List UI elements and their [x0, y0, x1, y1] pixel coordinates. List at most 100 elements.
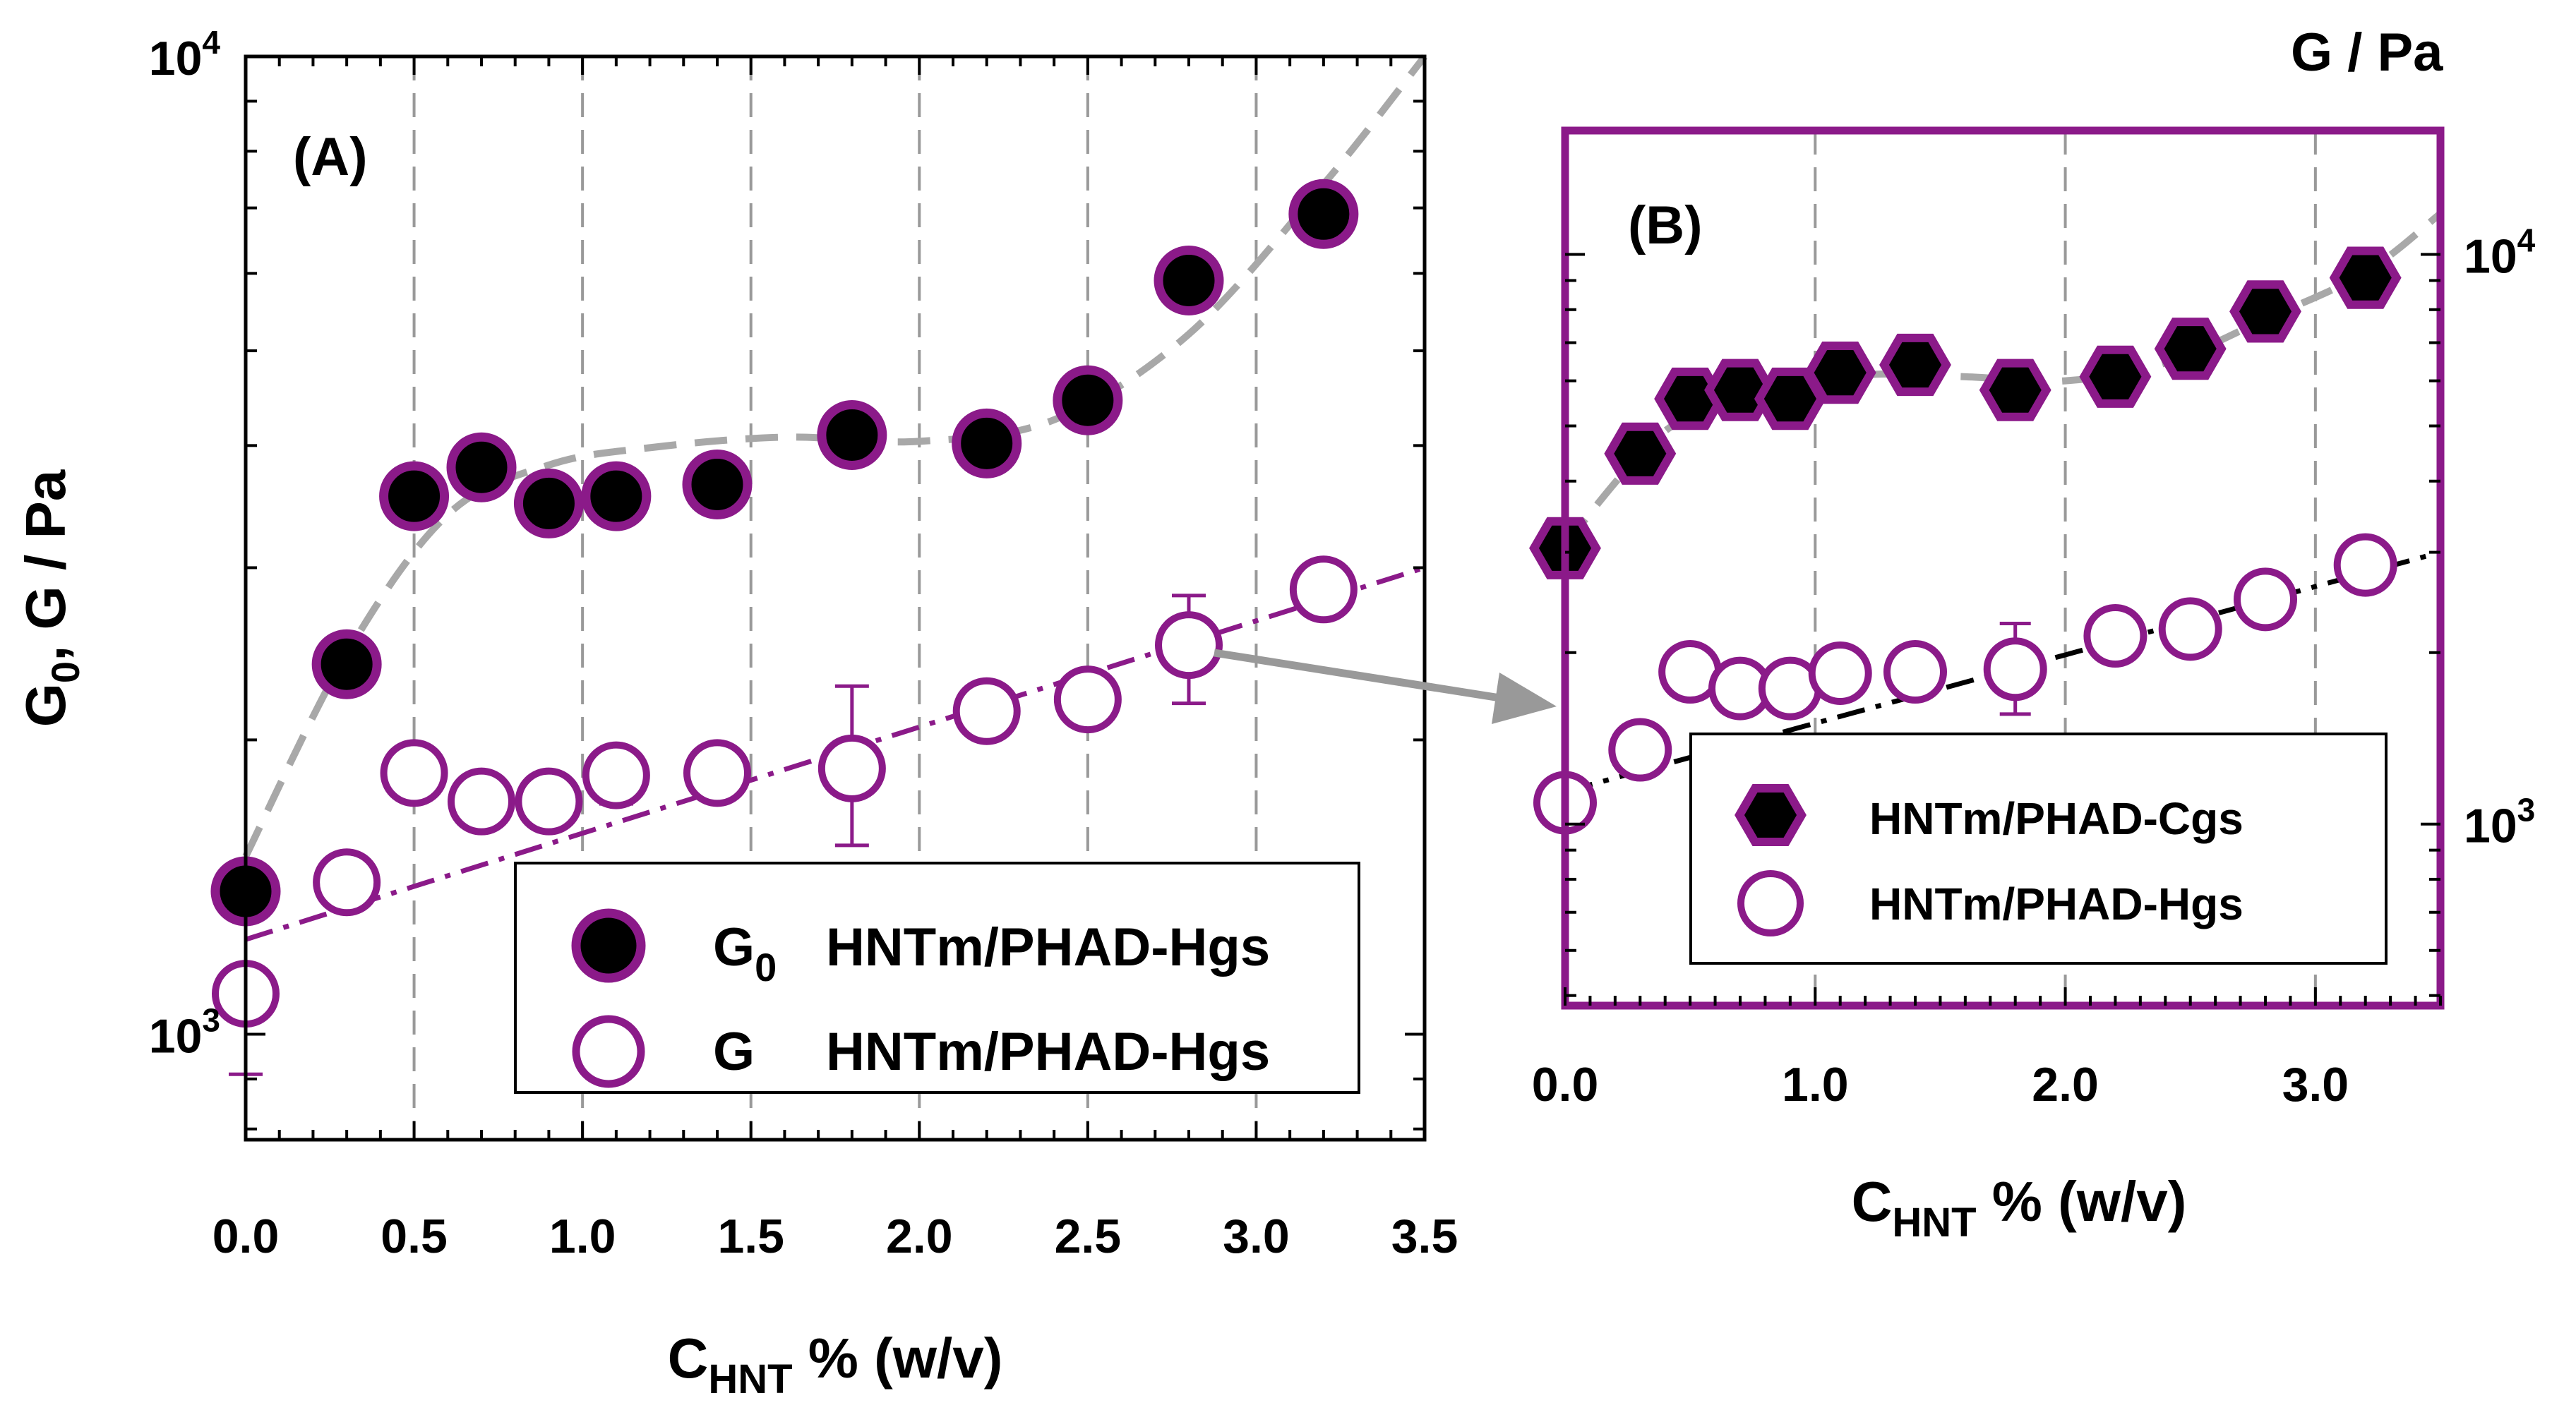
data-point-g0-5: [581, 461, 652, 531]
panel-a-x-axis-label: CHNT % (w/v): [668, 1327, 1003, 1402]
fit-curve-cgs: [1562, 210, 2443, 547]
data-point-cgs-8: [2079, 345, 2152, 408]
x-tick-label: 0.5: [381, 1210, 448, 1263]
panel-b-data-points: [1529, 246, 2402, 835]
y-label-main: G: [14, 683, 77, 727]
data-point-cgs-5: [1804, 342, 1876, 404]
panel-b-plot-frame: [1561, 126, 2445, 1010]
data-point-g-7: [817, 734, 886, 802]
y-tick-label: 103: [149, 1001, 220, 1063]
data-point-g-11: [1289, 555, 1358, 624]
x-tick-label: 3.5: [1391, 1210, 1458, 1263]
data-point-cgs-2: [1654, 367, 1727, 430]
panel-b-y-tick-labels: 103 104: [2464, 222, 2536, 853]
x-label-tail: % (w/v): [1977, 1170, 2187, 1233]
legend-open-circle-marker: [572, 1015, 645, 1088]
y-label-tail: , G / Pa: [14, 469, 77, 661]
data-point-g-10: [1155, 611, 1223, 680]
panel-b-label: (B): [1628, 195, 1703, 255]
x-tick-label: 1.0: [549, 1210, 616, 1263]
legend-a-item-2-label: HNTm/PHAD-Hgs: [826, 1022, 1270, 1082]
data-point-hgs-10: [2234, 567, 2297, 632]
fit-curve-g0: [242, 54, 1427, 858]
data-point-cgs-1: [1604, 422, 1677, 485]
panel-b-tick-marks: [1564, 253, 2442, 1006]
data-point-cgs-7: [1979, 358, 2051, 421]
panel-b-fit-curves: [1562, 210, 2443, 795]
x-label-sub: HNT: [1892, 1200, 1976, 1246]
fit-line-g: [244, 565, 1426, 942]
x-tick-label: 3.0: [1223, 1210, 1290, 1263]
panel-b-x-axis-label: CHNT % (w/v): [1852, 1170, 2187, 1246]
x-tick-label-b: 1.0: [1782, 1058, 1849, 1111]
data-point-hgs-9: [2158, 597, 2222, 661]
data-point-g-2: [380, 739, 448, 807]
data-point-g0-8: [952, 408, 1022, 478]
data-point-g0-1: [311, 629, 382, 699]
x-tick-label: 0.0: [212, 1210, 280, 1263]
y-tick-label-b: 104: [2464, 222, 2536, 284]
data-point-cgs-3: [1704, 358, 1776, 421]
data-point-hgs-7: [1983, 637, 2047, 701]
y-tick-label: 104: [149, 24, 221, 85]
x-label-sub: HNT: [708, 1356, 792, 1402]
legend-a-item-1-label: HNTm/PHAD-Hgs: [826, 917, 1270, 977]
data-point-hgs-5: [1808, 641, 1872, 705]
legend-b-item-1-label: HNTm/PHAD-Cgs: [1869, 793, 2243, 844]
data-point-g0-2: [379, 461, 450, 531]
panel-b-axis-title: G / Pa: [2291, 23, 2443, 83]
x-label-tail: % (w/v): [793, 1327, 1003, 1390]
panel-a-legend-box: [514, 862, 1360, 1094]
data-point-cgs-6: [1879, 333, 1951, 397]
panel-a-y-axis-label: G0, G / Pa: [14, 469, 88, 727]
data-point-g-8: [952, 677, 1021, 745]
x-tick-label-b: 2.0: [2032, 1058, 2099, 1111]
x-label-main: C: [668, 1327, 709, 1390]
data-point-hgs-11: [2333, 533, 2397, 597]
data-point-hgs-1: [1608, 718, 1672, 782]
x-tick-label-b: 3.0: [2282, 1058, 2349, 1111]
data-point-g-1: [313, 848, 381, 917]
data-point-g-4: [515, 767, 583, 836]
data-point-g0-3: [446, 432, 517, 502]
panel-a-data-points: [210, 179, 1359, 1028]
legend-a-item-1-symbol: G0: [713, 917, 777, 989]
legend-open-circle-marker: [1737, 870, 1804, 936]
legend-filled-circle-marker: [571, 908, 646, 983]
panel-a-fit-curves: [242, 54, 1427, 942]
y-label-sub: 0: [43, 661, 88, 683]
data-point-g0-10: [1154, 245, 1224, 315]
legend-b-item-2-label: HNTm/PHAD-Hgs: [1869, 879, 2243, 929]
data-point-cgs-10: [2229, 280, 2301, 343]
panel-b-legend: HNTm/PHAD-Cgs HNTm/PHAD-Hgs: [1689, 733, 2388, 965]
x-tick-label: 2.5: [1055, 1210, 1122, 1263]
data-point-g0-11: [1288, 179, 1359, 249]
panel-b: 0.0 1.0 2.0 3.0 103 104 (B) G / Pa CHNT % (w…: [1529, 23, 2536, 1246]
x-tick-label-b: 0.0: [1532, 1058, 1599, 1111]
legend-a-item-2-symbol: G: [713, 1022, 755, 1082]
data-point-g0-9: [1053, 365, 1123, 435]
x-tick-label: 1.5: [717, 1210, 784, 1263]
data-point-g-9: [1053, 665, 1122, 734]
panel-a-label: (A): [293, 127, 368, 187]
connector-arrow: [1214, 649, 1557, 724]
x-label-main: C: [1852, 1170, 1893, 1233]
data-point-g-6: [683, 739, 751, 807]
data-point-hgs-8: [2083, 604, 2147, 668]
data-point-g0-6: [682, 449, 753, 519]
data-point-g0-7: [817, 399, 887, 470]
panel-a-tick-marks: [244, 55, 1426, 1140]
panel-b-legend-box: [1689, 733, 2388, 965]
data-point-hgs-6: [1883, 640, 1947, 704]
panel-a-plot-frame: [244, 54, 1427, 1142]
y-tick-label-b: 103: [2464, 792, 2535, 853]
arrow-head: [1492, 673, 1557, 724]
panel-a-y-tick-labels: 103 104: [149, 24, 221, 1063]
panel-b-x-tick-labels: 0.0 1.0 2.0 3.0: [1532, 1058, 2349, 1111]
panel-a-x-tick-labels: 0.0 0.5 1.0 1.5 2.0 2.5 3.0 3.5: [212, 1210, 1458, 1263]
data-point-cgs-9: [2154, 318, 2227, 380]
panel-a-legend: G0 HNTm/PHAD-Hgs G HNTm/PHAD-Hgs: [514, 862, 1360, 1094]
arrow-shaft: [1214, 649, 1518, 705]
